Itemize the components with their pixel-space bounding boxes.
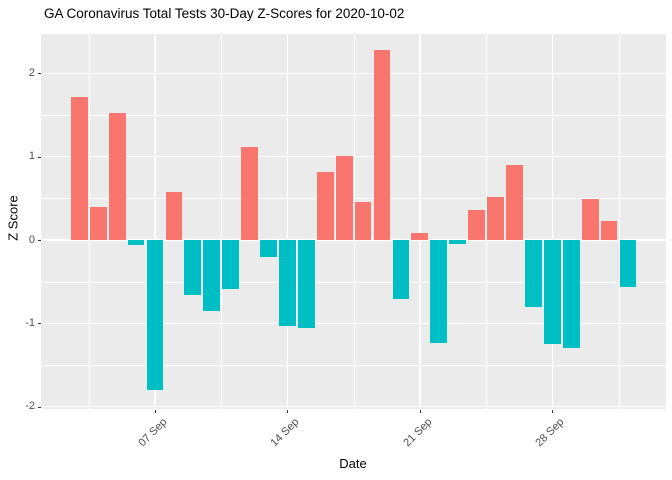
minor-gridline-y — [41, 281, 666, 283]
bar — [108, 113, 126, 240]
bar — [524, 240, 542, 307]
y-tick-mark — [38, 240, 41, 241]
x-tick-mark — [419, 410, 421, 413]
bar — [89, 207, 107, 240]
bar — [279, 240, 296, 326]
bar — [581, 199, 599, 240]
y-tick-label: 0 — [28, 233, 35, 246]
bar — [222, 240, 240, 290]
y-tick-label: -2 — [25, 400, 35, 413]
minor-gridline-y — [41, 365, 666, 367]
bar — [562, 240, 580, 348]
y-tick-label: 1 — [28, 150, 35, 163]
bar — [543, 240, 561, 345]
bar — [468, 209, 486, 240]
y-tick-label: 2 — [28, 66, 35, 79]
bar — [70, 96, 88, 240]
bar — [260, 240, 277, 257]
x-tick-label: 21 Sep — [401, 416, 435, 450]
minor-gridline-x — [221, 34, 223, 409]
bar — [316, 172, 334, 240]
y-axis-title: Z Score — [5, 195, 21, 241]
x-tick-label: 28 Sep — [533, 416, 567, 450]
minor-gridline-y — [41, 198, 666, 200]
major-gridline-y — [41, 322, 666, 325]
minor-gridline-x — [486, 34, 488, 409]
y-tick-mark — [38, 323, 41, 325]
major-gridline-x — [551, 34, 553, 409]
bar — [430, 240, 448, 343]
major-gridline-y — [41, 406, 666, 408]
y-tick-mark — [38, 156, 41, 158]
minor-gridline-x — [88, 34, 90, 409]
bar — [487, 196, 504, 240]
bar — [600, 220, 618, 240]
bar — [335, 155, 353, 240]
major-gridline-y — [41, 155, 666, 158]
minor-gridline-x — [353, 34, 355, 409]
bar — [392, 240, 410, 300]
bar — [146, 240, 164, 391]
minor-gridline-x — [618, 34, 620, 409]
y-tick-mark — [38, 406, 41, 408]
x-tick-label: 14 Sep — [268, 416, 302, 450]
major-gridline-x — [154, 34, 156, 409]
plot-panel — [41, 34, 666, 409]
bar — [354, 201, 372, 240]
x-tick-mark — [287, 410, 289, 413]
bar — [411, 233, 429, 240]
bar — [165, 191, 183, 240]
major-gridline-y — [41, 239, 666, 241]
bar — [184, 240, 202, 296]
x-tick-mark — [552, 410, 554, 413]
minor-gridline-y — [41, 114, 666, 116]
bar — [241, 146, 258, 240]
bar — [373, 49, 391, 240]
major-gridline-y — [41, 72, 666, 74]
bar — [127, 240, 145, 245]
x-axis-title: Date — [339, 456, 367, 471]
x-tick-mark — [154, 410, 156, 413]
bar — [619, 240, 637, 287]
bar — [449, 240, 467, 245]
major-gridline-x — [286, 34, 289, 409]
y-tick-mark — [38, 73, 41, 75]
x-tick-label: 07 Sep — [136, 416, 170, 450]
bar — [506, 164, 523, 240]
major-gridline-x — [419, 34, 421, 409]
bar — [297, 240, 315, 329]
chart-title: GA Coronavirus Total Tests 30-Day Z-Scor… — [44, 6, 405, 21]
bar — [203, 240, 221, 311]
y-tick-label: -1 — [25, 316, 35, 329]
